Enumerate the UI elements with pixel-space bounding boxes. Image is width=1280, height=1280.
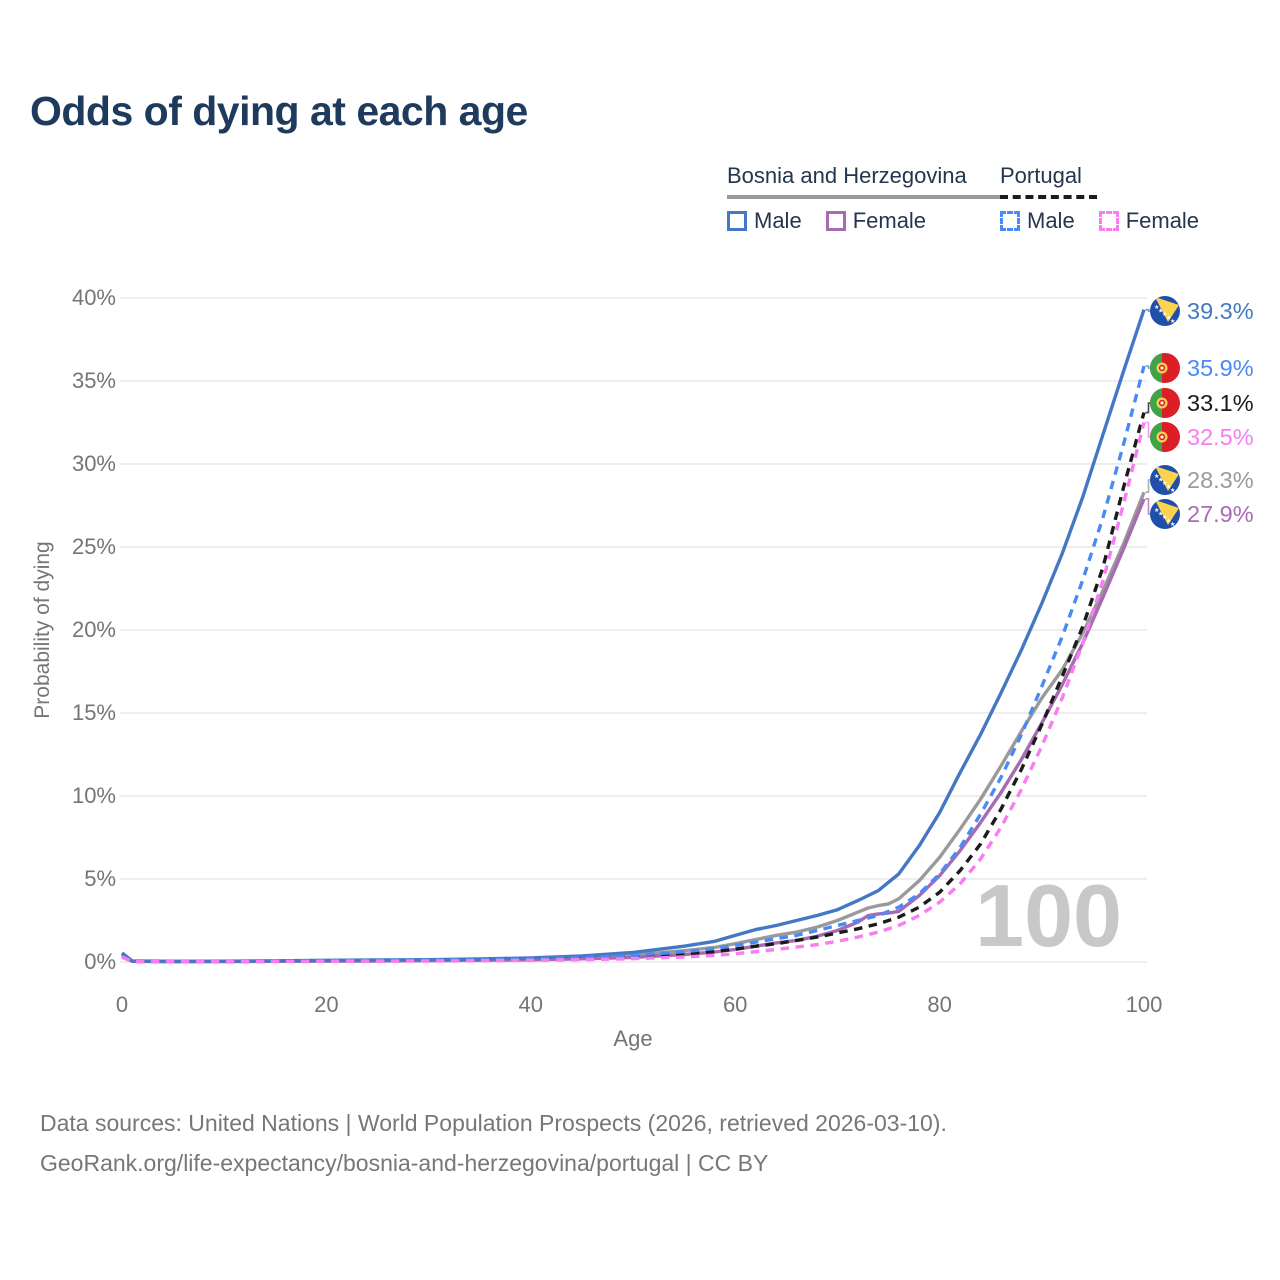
end-label-portugal-total: 33.1% [1150,388,1254,418]
end-label-bosnia-male: ★ ★ ★ ★ ★ 39.3% [1150,296,1254,326]
end-label-value: 28.3% [1187,466,1254,493]
svg-text:★: ★ [1166,518,1171,525]
end-label-value: 35.9% [1187,354,1254,381]
legend-item-label: Male [754,208,802,233]
flag-portugal-icon [1150,422,1180,452]
svg-text:★: ★ [1158,511,1163,518]
svg-text:★: ★ [1154,473,1159,480]
svg-text:★: ★ [1170,318,1175,325]
svg-text:★: ★ [1162,311,1167,318]
svg-text:★: ★ [1154,507,1159,514]
y-tick-label: 5% [84,866,116,891]
end-label-value: 32.5% [1187,423,1254,450]
end-label-bosnia-female: ★ ★ ★ ★ ★ 27.9% [1150,499,1254,529]
svg-text:★: ★ [1158,308,1163,315]
series-line-bosnia-male[interactable] [120,309,1146,963]
y-tick-label: 20% [71,617,116,642]
end-label-value: 33.1% [1187,389,1254,416]
flag-portugal-icon [1150,388,1180,418]
x-tick-label: 100 [1125,992,1163,1017]
svg-text:★: ★ [1162,480,1167,487]
legend-line-sample-bosnia [727,195,1000,199]
series-line-portugal-total[interactable] [121,412,1146,964]
series-line-portugal-male[interactable] [121,365,1146,964]
svg-text:★: ★ [1170,521,1175,528]
legend-swatch-portugal-female [1098,211,1119,231]
flag-bosnia-icon: ★★★★★ [1150,465,1180,495]
legend-swatch-bosnia-male [727,211,747,231]
y-tick-label: 15% [71,700,116,725]
legend-swatch-bosnia-female [825,211,846,231]
end-label-connector [1145,402,1150,414]
legend-group-portugal: Portugal Male Female [1000,163,1199,234]
x-tick-label: 60 [722,992,748,1017]
y-tick-label: 25% [71,534,116,559]
svg-text:★: ★ [1170,487,1175,494]
x-tick-label: 20 [314,992,339,1017]
legend-swatch-portugal-male [1000,211,1020,231]
svg-text:★: ★ [1166,315,1171,322]
end-label-connector [1145,308,1150,312]
y-tick-label: 35% [71,368,116,393]
legend-country-bosnia-label: Bosnia and Herzegovina [727,163,967,188]
y-tick-label: 0% [84,949,116,974]
y-tick-label: 40% [71,285,116,310]
x-axis-title: Age [613,1026,653,1051]
footer-data-sources: Data sources: United Nations | World Pop… [40,1110,947,1136]
x-tick-label: 40 [518,992,544,1017]
end-label-connector [1145,421,1150,438]
legend-item-bosnia-male[interactable]: Male [727,208,802,234]
legend-group-bosnia: Bosnia and Herzegovina Male Female [727,163,1000,234]
x-tick-label: 80 [927,992,952,1017]
y-tick-label: 10% [71,783,116,808]
end-label-portugal-male: 35.9% [1150,353,1254,383]
legend-line-sample-portugal [1000,195,1097,199]
page-title: Odds of dying at each age [30,88,528,134]
flag-portugal-icon [1150,353,1180,383]
legend-country-portugal-label: Portugal [1000,163,1082,188]
legend-item-portugal-female[interactable]: Female [1098,208,1200,234]
svg-text:★: ★ [1154,304,1159,311]
footer-attribution: GeoRank.org/life-expectancy/bosnia-and-h… [40,1150,769,1176]
x-tick-label: 0 [115,992,129,1017]
legend-item-bosnia-female[interactable]: Female [825,208,927,234]
series-line-portugal-female[interactable] [121,422,1146,964]
end-label-value: 27.9% [1187,500,1254,527]
end-label-connector [1145,479,1150,494]
flag-bosnia-icon: ★★★★★ [1150,499,1180,529]
legend-item-label: Male [1027,208,1075,233]
svg-text:★: ★ [1158,477,1163,484]
end-label-portugal-female: 32.5% [1150,422,1254,452]
svg-text:★: ★ [1162,514,1167,521]
svg-text:★: ★ [1166,484,1171,491]
end-label-connector [1145,365,1150,369]
age-watermark: 100 [975,866,1122,965]
legend-item-label: Female [852,208,927,233]
end-label-bosnia-total: ★ ★ ★ ★ ★ 28.3% [1150,465,1254,495]
end-label-value: 39.3% [1187,297,1254,324]
legend-item-label: Female [1125,208,1200,233]
y-tick-label: 30% [71,451,116,476]
end-label-connector [1145,498,1150,515]
flag-bosnia-icon: ★★★★★ [1150,296,1180,326]
legend-item-portugal-male[interactable]: Male [1000,208,1075,234]
